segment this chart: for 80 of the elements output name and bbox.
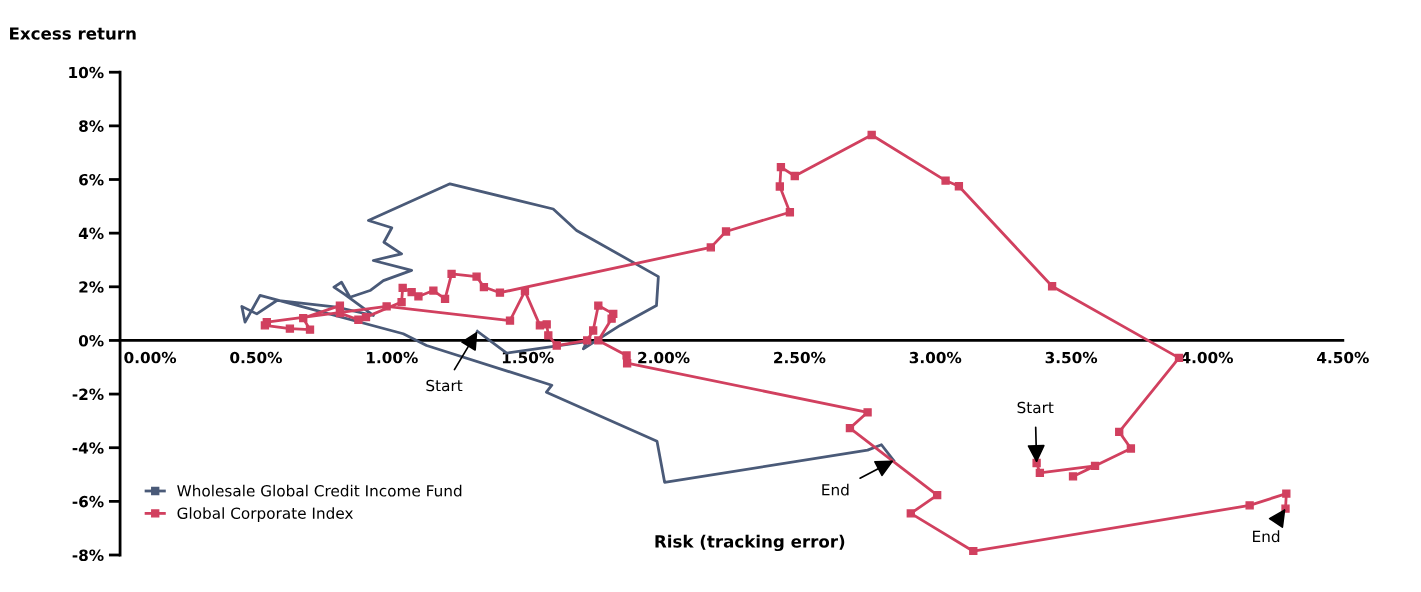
point (622, 359, 632, 368)
x-tick-label: 0.00% (124, 351, 177, 364)
point (472, 272, 481, 281)
point (552, 341, 561, 350)
y-tick-label: 6% (79, 173, 104, 186)
point (969, 547, 978, 555)
y-tick-label: 8% (79, 120, 104, 132)
point (775, 182, 784, 191)
point (867, 130, 876, 140)
point (941, 176, 950, 185)
x-tick-label: 1.50% (502, 351, 554, 364)
point (906, 509, 915, 518)
point (505, 316, 515, 325)
x-axis-title: Risk (tracking error) (655, 534, 845, 552)
point (790, 171, 799, 181)
point (1174, 353, 1184, 363)
point (706, 243, 715, 252)
x-tick-label: 1.00% (367, 351, 418, 364)
point (542, 320, 551, 329)
point (1068, 472, 1078, 481)
point (382, 302, 391, 311)
point (397, 297, 406, 307)
x-tick-label: 3.50% (1045, 351, 1098, 364)
point (583, 336, 592, 345)
x-tick-label: 2.00% (638, 351, 690, 364)
point (1090, 461, 1100, 471)
point (335, 301, 345, 310)
x-tick-label: 2.50% (774, 351, 826, 364)
y-tick-label: 10% (69, 66, 104, 79)
point (1035, 468, 1045, 478)
point (607, 314, 616, 323)
point (1282, 489, 1291, 498)
legend-label: Wholesale Global Credit Income Fund (177, 484, 462, 497)
point (594, 301, 603, 310)
point (845, 423, 855, 433)
point (1032, 458, 1041, 468)
y-tick-label: -2% (72, 388, 104, 401)
legend-label: Global Corporate Index (177, 507, 353, 522)
y-tick-label: -8% (72, 549, 104, 562)
point (354, 315, 363, 324)
annotation: Start (426, 379, 463, 392)
point (785, 208, 795, 217)
x-tick-label: 4.00% (1181, 351, 1233, 364)
y-tick-label: 2% (79, 281, 104, 293)
point (622, 351, 631, 360)
point (429, 286, 438, 295)
point (1115, 427, 1124, 437)
x-tick-label: 4.50% (1317, 351, 1369, 364)
point (398, 283, 407, 293)
point (863, 408, 872, 417)
point (299, 314, 308, 323)
annotation: Start (1017, 401, 1054, 414)
point (932, 491, 942, 500)
point (721, 227, 731, 236)
point (544, 331, 553, 340)
y-tick-label: 4% (78, 227, 104, 240)
point (535, 321, 545, 330)
point (440, 294, 450, 304)
y-tick-label: -4% (72, 442, 104, 454)
x-tick-label: 3.00% (909, 351, 962, 364)
point (305, 325, 315, 334)
point (479, 282, 489, 292)
point (594, 336, 603, 345)
point (495, 288, 505, 297)
point (414, 292, 423, 301)
y-tick-label: 0% (78, 334, 104, 347)
y-axis-title: Excess return (10, 27, 136, 40)
point (285, 324, 295, 333)
annotation: End (822, 483, 849, 496)
point (407, 287, 416, 297)
y-tick-label: -6% (72, 495, 104, 508)
point (1245, 501, 1254, 510)
annotation: End (1253, 530, 1280, 543)
point (1047, 282, 1057, 291)
point (588, 326, 598, 335)
point (447, 269, 456, 279)
x-tick-label: 0.50% (230, 351, 282, 364)
point (954, 182, 964, 191)
point (1126, 444, 1136, 453)
point (776, 163, 786, 172)
